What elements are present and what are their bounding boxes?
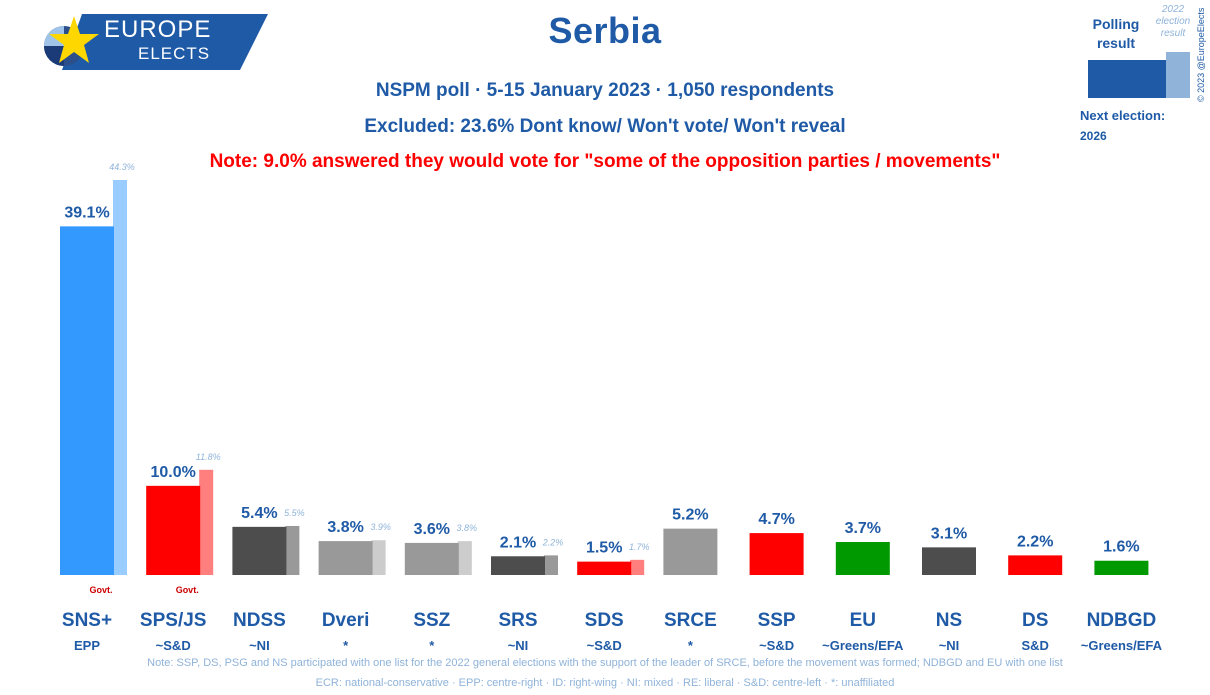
- star-icon: [49, 16, 99, 63]
- value-label-sps-js: 10.0%: [151, 464, 196, 481]
- value-label-sns: 39.1%: [64, 204, 109, 221]
- affiliation-label-sds: ~S&D: [587, 638, 622, 653]
- value-label-srs: 2.1%: [500, 534, 536, 551]
- bar-sns: [60, 226, 114, 575]
- bar-ndbgd: [1094, 560, 1149, 575]
- legend-polling-label: Polling result: [1092, 16, 1140, 51]
- logo-text-europe: EUROPE: [104, 16, 212, 43]
- category-label-dveri: Dveri: [322, 610, 370, 631]
- bar-ssz: [404, 542, 459, 575]
- category-label-ndss: NDSS: [233, 610, 286, 631]
- bar-srce: [663, 528, 718, 575]
- value-label-ndbgd: 1.6%: [1103, 539, 1139, 556]
- value-label-ds: 2.2%: [1017, 533, 1053, 550]
- legend-polling-swatch: [1088, 60, 1166, 98]
- category-label-ds: DS: [1022, 610, 1048, 631]
- previous-label-ndss: 5.5%: [284, 508, 305, 518]
- previous-label-sps-js: 11.8%: [196, 452, 221, 462]
- affiliation-label-sps-js: ~S&D: [156, 638, 191, 653]
- affiliation-label-sns: EPP: [74, 638, 100, 653]
- affiliation-label-srs: ~NI: [508, 638, 529, 653]
- category-label-ssp: SSP: [758, 610, 796, 631]
- previous-bar-sds: [630, 559, 645, 575]
- previous-label-sds: 1.7%: [629, 542, 650, 552]
- next-election-label: Next election:: [1080, 108, 1166, 123]
- govt-tag-sns: Govt.: [89, 585, 112, 595]
- category-label-srce: SRCE: [664, 610, 717, 631]
- category-label-sps-js: SPS/JS: [140, 610, 207, 631]
- affiliation-label-ndbgd: ~Greens/EFA: [1081, 638, 1163, 653]
- affiliation-label-eu: ~Greens/EFA: [822, 638, 904, 653]
- page-title: Serbia: [548, 10, 662, 51]
- value-label-dveri: 3.8%: [327, 519, 363, 536]
- previous-bar-dveri: [371, 540, 386, 575]
- value-label-ns: 3.1%: [931, 525, 967, 542]
- previous-bar-sps-js: [199, 469, 214, 575]
- legend-previous-swatch: [1166, 52, 1190, 98]
- bar-sds: [577, 561, 632, 575]
- govt-tag-sps-js: Govt.: [176, 585, 199, 595]
- value-label-ssp: 4.7%: [758, 511, 794, 528]
- affiliation-label-ndss: ~NI: [249, 638, 270, 653]
- previous-bar-ssz: [457, 541, 472, 575]
- affiliation-label-ssz: *: [429, 638, 435, 653]
- value-label-ssz: 3.6%: [414, 521, 450, 538]
- previous-bar-srs: [544, 555, 558, 575]
- category-label-eu: EU: [850, 610, 876, 631]
- category-label-srs: SRS: [498, 610, 537, 631]
- previous-bar-ndss: [285, 525, 300, 575]
- poll-subtitle: NSPM poll · 5-15 January 2023 · 1,050 re…: [375, 80, 835, 101]
- footer-groups: ECR: national-conservative · EPP: centre…: [315, 677, 895, 689]
- affiliation-label-ds: S&D: [1021, 638, 1048, 653]
- bar-dveri: [318, 541, 373, 575]
- category-label-ssz: SSZ: [413, 610, 450, 631]
- legend-previous-label: 2022 election result: [1155, 4, 1191, 39]
- previous-label-dveri: 3.9%: [370, 522, 391, 532]
- value-label-ndss: 5.4%: [241, 505, 277, 522]
- bar-ds: [1008, 555, 1063, 575]
- category-label-sns: SNS+: [62, 610, 112, 631]
- bar-ns: [922, 547, 976, 575]
- excluded-text: Excluded: 23.6% Dont know/ Won't vote/ W…: [364, 116, 846, 137]
- previous-label-sns: 44.3%: [109, 162, 135, 172]
- value-label-eu: 3.7%: [845, 520, 881, 537]
- logo-graphic: [44, 14, 268, 70]
- category-label-sds: SDS: [585, 610, 624, 631]
- category-label-ndbgd: NDBGD: [1087, 610, 1157, 631]
- europe-elects-logo: [22, 12, 272, 72]
- previous-label-srs: 2.2%: [542, 537, 564, 547]
- next-election-year: 2026: [1080, 129, 1107, 143]
- logo-text-elects: ELECTS: [138, 44, 211, 63]
- affiliation-label-srce: *: [688, 638, 694, 653]
- value-label-srce: 5.2%: [672, 507, 708, 524]
- previous-bar-sns: [113, 180, 127, 575]
- bar-ndss: [232, 526, 287, 575]
- bar-ssp: [749, 533, 804, 575]
- bar-eu: [835, 542, 890, 575]
- value-label-sds: 1.5%: [586, 540, 622, 557]
- footer-note: Note: SSP, DS, PSG and NS participated w…: [147, 657, 1063, 669]
- opposition-note: Note: 9.0% answered they would vote for …: [209, 151, 1001, 172]
- affiliation-label-dveri: *: [343, 638, 349, 653]
- bar-sps-js: [146, 485, 201, 575]
- affiliation-label-ns: ~NI: [939, 638, 960, 653]
- previous-label-ssz: 3.8%: [457, 523, 478, 533]
- bar-srs: [491, 556, 545, 575]
- affiliation-label-ssp: ~S&D: [759, 638, 794, 653]
- category-label-ns: NS: [936, 610, 962, 631]
